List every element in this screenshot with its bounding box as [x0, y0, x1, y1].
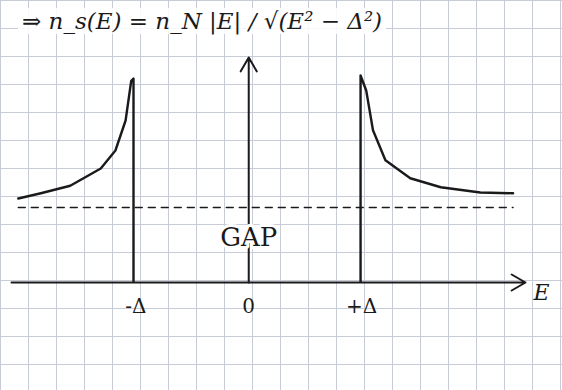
- svg-text:+Δ: +Δ: [346, 294, 377, 318]
- svg-text:-Δ: -Δ: [125, 294, 146, 318]
- svg-text:GAP: GAP: [220, 222, 277, 252]
- html-text:⇒ n_s(E) = n_N |E| / √(E² − Δ²: ⇒ n_s(E) = n_N |E| / √(E² − Δ²): [22, 8, 383, 34]
- svg-text:E: E: [533, 280, 550, 305]
- svg-text:0: 0: [242, 294, 255, 318]
